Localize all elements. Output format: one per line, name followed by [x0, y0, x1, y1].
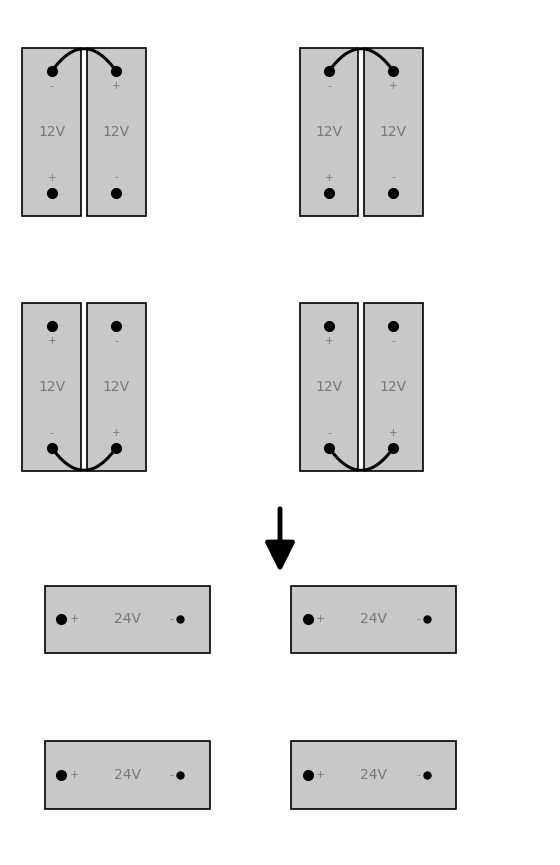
Text: -: -	[327, 427, 331, 438]
Bar	[87, 48, 146, 216]
Text: 12V: 12V	[315, 380, 343, 394]
Bar	[364, 303, 423, 471]
Bar	[87, 303, 146, 471]
Text: -: -	[391, 172, 395, 183]
Text: 12V: 12V	[102, 380, 130, 394]
Bar	[45, 741, 210, 809]
Text: +: +	[389, 81, 398, 92]
Text: 24V: 24V	[114, 768, 141, 782]
Text: 12V: 12V	[380, 125, 407, 139]
Text: 12V: 12V	[38, 125, 66, 139]
Text: -: -	[50, 427, 54, 438]
Text: +: +	[69, 614, 79, 625]
Text: -: -	[391, 336, 395, 347]
Bar	[22, 48, 81, 216]
Bar	[291, 586, 456, 653]
Text: +: +	[48, 172, 56, 183]
Text: -: -	[170, 770, 174, 780]
Text: +: +	[316, 770, 325, 780]
Text: +: +	[325, 172, 333, 183]
Bar	[45, 586, 210, 653]
Text: +: +	[112, 81, 120, 92]
Text: 12V: 12V	[380, 380, 407, 394]
Text: +: +	[325, 336, 333, 347]
Bar	[364, 48, 423, 216]
Text: +: +	[112, 427, 120, 438]
Text: -: -	[416, 614, 420, 625]
Bar	[291, 741, 456, 809]
Text: 24V: 24V	[114, 612, 141, 626]
Text: -: -	[416, 770, 420, 780]
Text: -: -	[170, 614, 174, 625]
Bar	[300, 48, 358, 216]
Text: +: +	[389, 427, 398, 438]
Text: 24V: 24V	[360, 768, 388, 782]
Bar	[22, 303, 81, 471]
Text: -: -	[327, 81, 331, 92]
Text: -: -	[114, 336, 118, 347]
Text: 12V: 12V	[38, 380, 66, 394]
Text: 12V: 12V	[315, 125, 343, 139]
Text: +: +	[316, 614, 325, 625]
Text: 24V: 24V	[360, 612, 388, 626]
Text: -: -	[50, 81, 54, 92]
Text: -: -	[114, 172, 118, 183]
Text: +: +	[69, 770, 79, 780]
Text: +: +	[48, 336, 56, 347]
Bar	[300, 303, 358, 471]
Text: 12V: 12V	[102, 125, 130, 139]
